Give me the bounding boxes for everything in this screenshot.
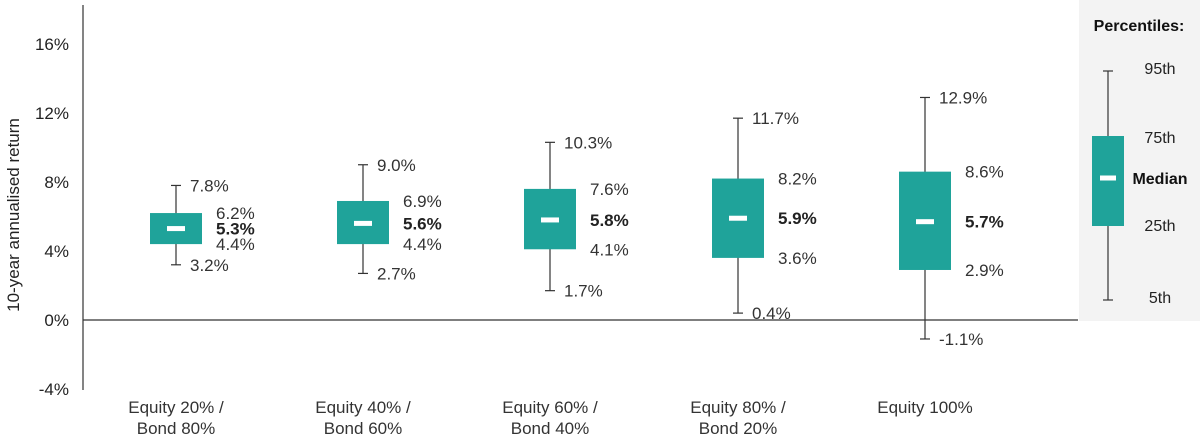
y-tick-label: 8% <box>44 173 69 192</box>
p5-label: 2.7% <box>377 264 416 283</box>
legend-p95-label: 95th <box>1144 61 1175 78</box>
category-label: Bond 60% <box>324 419 402 438</box>
category-label: Equity 80% / <box>690 398 786 417</box>
p5-label: 1.7% <box>564 282 603 301</box>
median-marker <box>354 220 372 226</box>
y-tick-label: 0% <box>44 311 69 330</box>
p25-label: 4.1% <box>590 240 629 259</box>
category-label: Equity 40% / <box>315 398 411 417</box>
p75-label: 8.2% <box>778 170 817 189</box>
p95-label: 12.9% <box>939 88 987 107</box>
legend-p75-label: 75th <box>1144 130 1175 147</box>
y-tick-label: 16% <box>35 35 69 54</box>
legend-median-marker <box>1100 175 1116 181</box>
p25-label: 4.4% <box>403 235 442 254</box>
legend-p5-label: 5th <box>1149 290 1171 307</box>
p95-label: 9.0% <box>377 156 416 175</box>
category-label: Equity 60% / <box>502 398 598 417</box>
category-label: Equity 100% <box>877 398 972 417</box>
p25-label: 4.4% <box>216 235 255 254</box>
y-tick-label: 4% <box>44 242 69 261</box>
p95-label: 11.7% <box>752 109 799 128</box>
category-label: Bond 80% <box>137 419 215 438</box>
median-label: 5.7% <box>965 213 1004 232</box>
category-label: Bond 40% <box>511 419 589 438</box>
median-label: 5.6% <box>403 214 442 233</box>
p5-label: 3.2% <box>190 256 229 275</box>
median-marker <box>541 217 559 223</box>
legend-box <box>1092 136 1124 226</box>
category-label: Equity 20% / <box>128 398 224 417</box>
y-tick-label: 12% <box>35 104 69 123</box>
legend-title: Percentiles: <box>1094 18 1185 35</box>
legend-median-label: Median <box>1132 171 1187 188</box>
median-marker <box>729 215 747 221</box>
p95-label: 10.3% <box>564 133 612 152</box>
median-marker <box>167 226 185 232</box>
category-label: Bond 20% <box>699 419 777 438</box>
p75-label: 6.9% <box>403 192 442 211</box>
p25-label: 3.6% <box>778 249 817 268</box>
median-label: 5.9% <box>778 209 817 228</box>
p5-label: 0.4% <box>752 304 791 323</box>
p75-label: 8.6% <box>965 163 1004 182</box>
median-label: 5.8% <box>590 211 629 230</box>
y-axis-title: 10-year annualised return <box>4 118 23 312</box>
p25-label: 2.9% <box>965 261 1004 280</box>
legend-p25-label: 25th <box>1144 218 1175 235</box>
median-marker <box>916 219 934 225</box>
p75-label: 6.2% <box>216 204 255 223</box>
y-tick-label: -4% <box>39 380 69 399</box>
median-label: 5.3% <box>216 220 255 239</box>
p95-label: 7.8% <box>190 176 229 195</box>
p5-label: -1.1% <box>939 330 983 349</box>
p75-label: 7.6% <box>590 180 629 199</box>
